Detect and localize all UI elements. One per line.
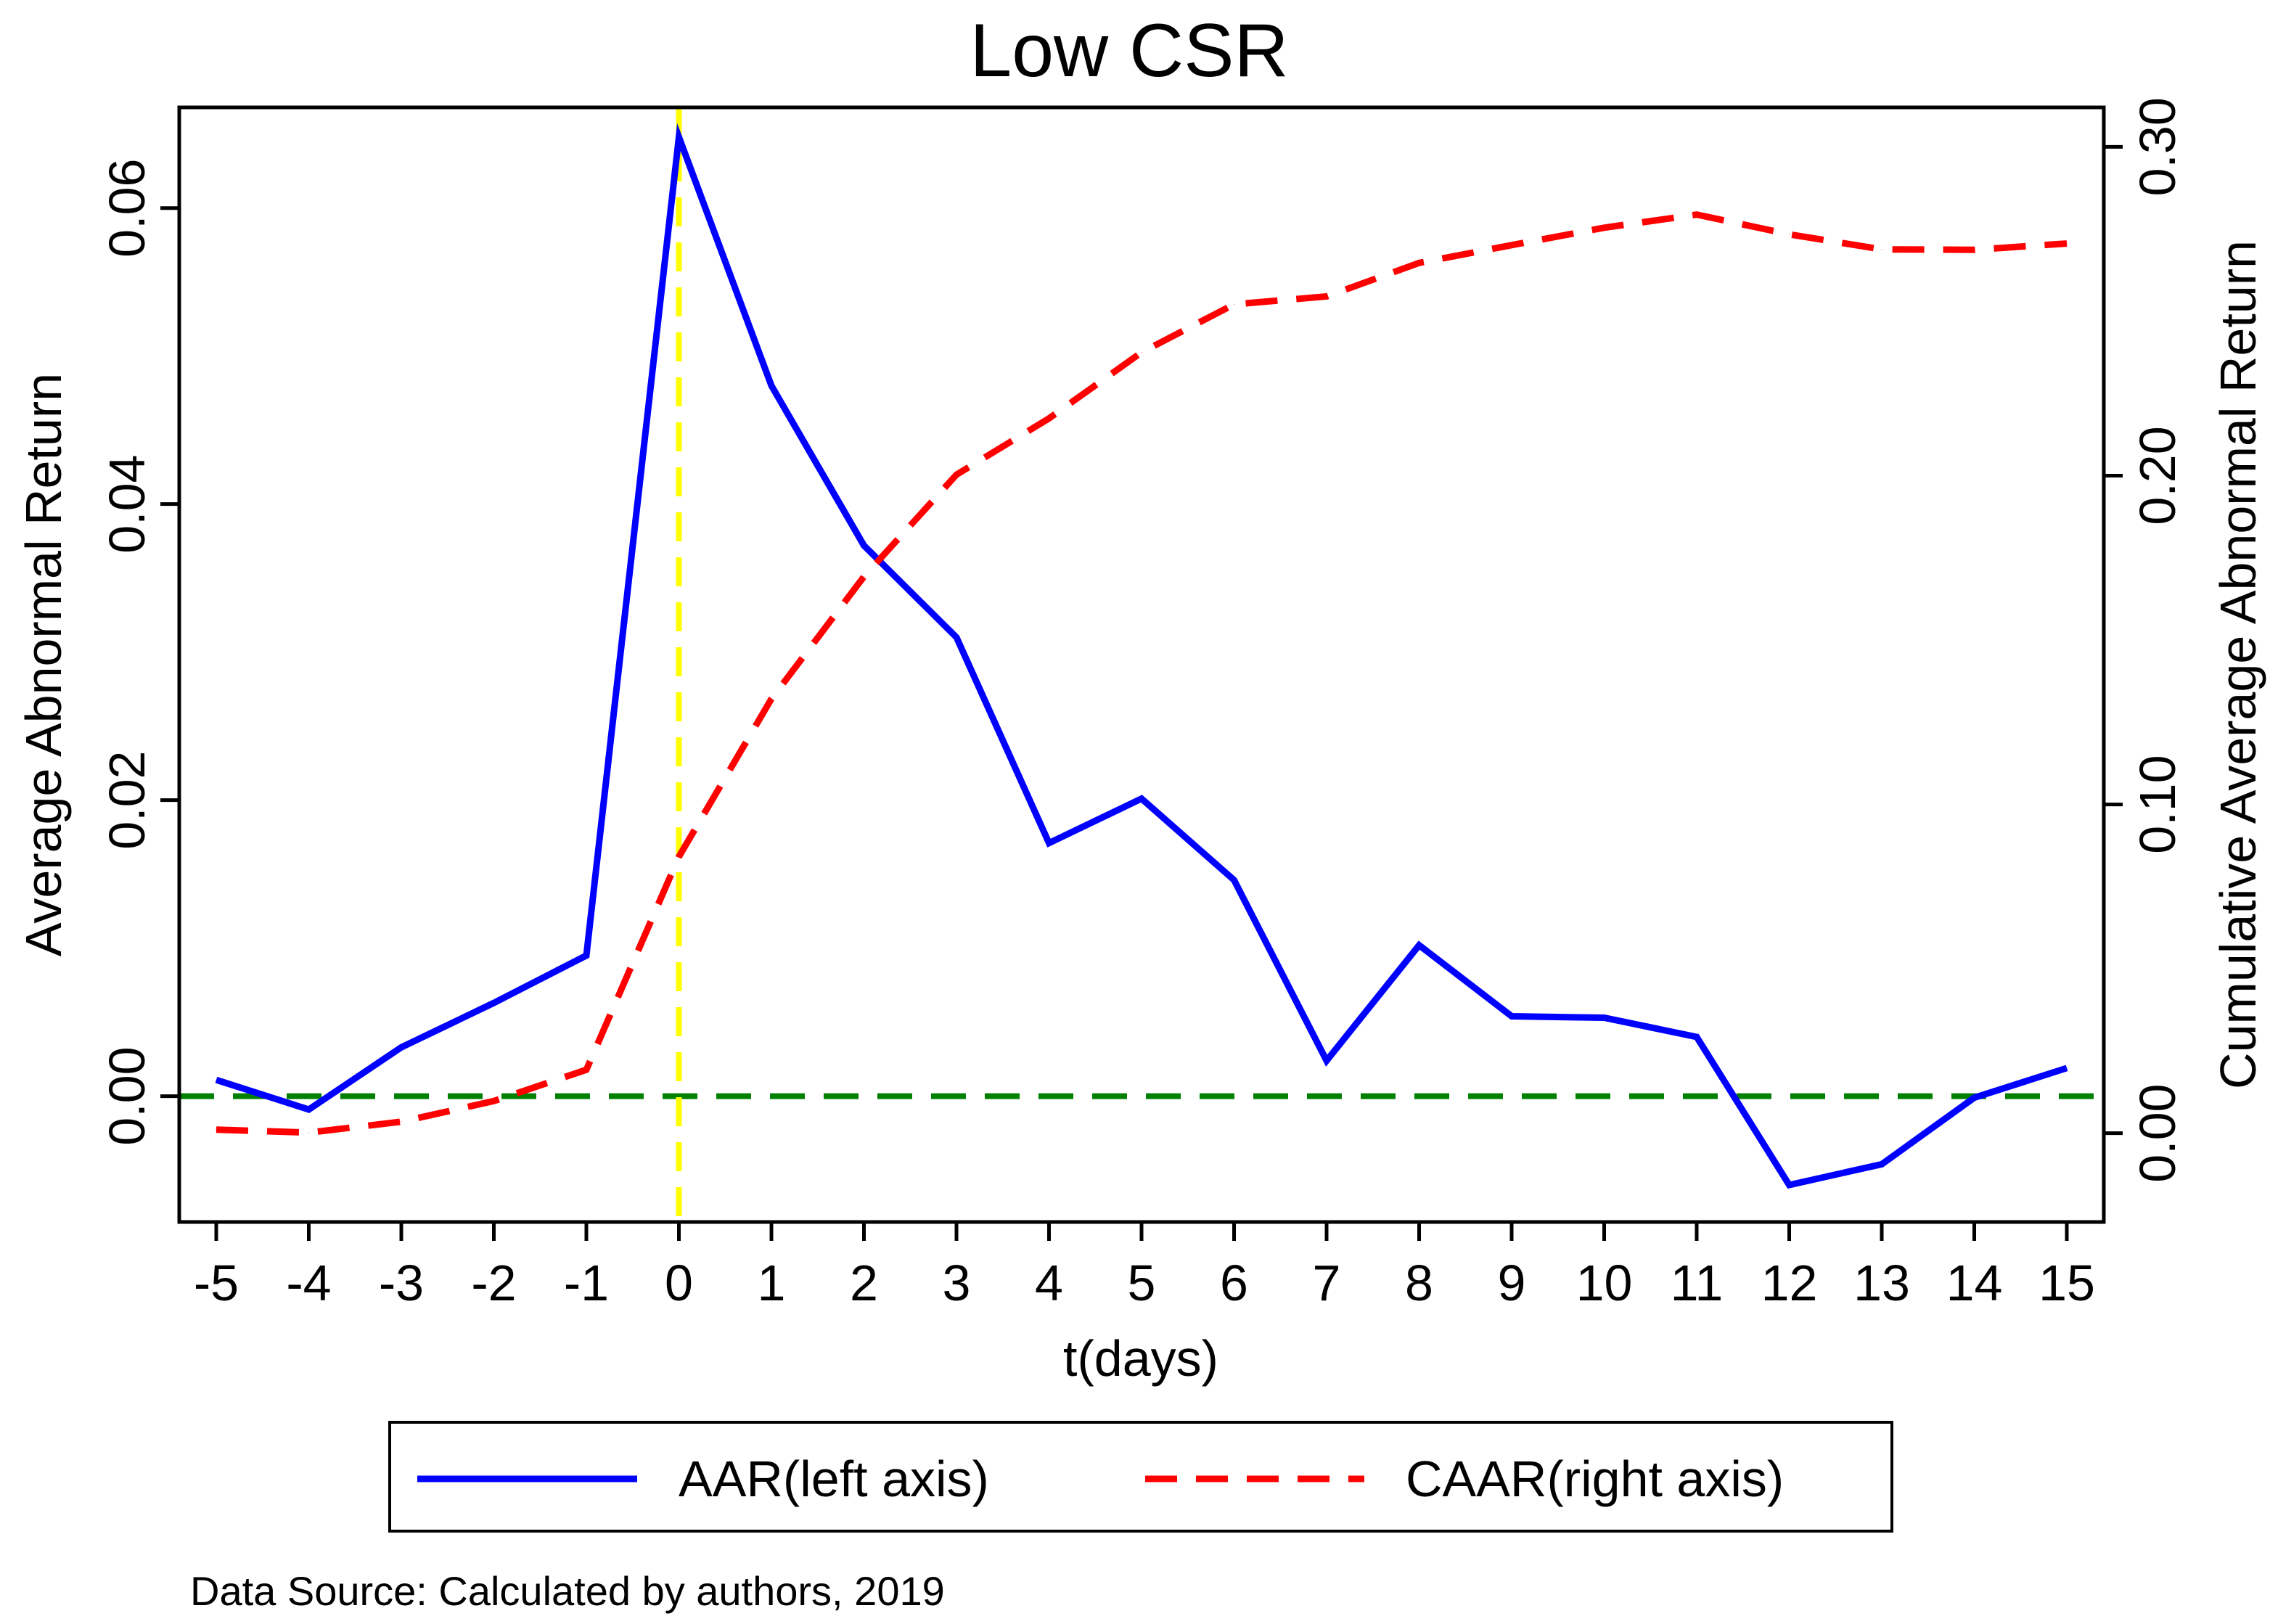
legend-box [388, 1421, 1893, 1533]
aar-point [586, 955, 587, 956]
x-tick-label: 5 [1128, 1255, 1156, 1311]
x-tick-label: 7 [1313, 1255, 1341, 1311]
x-tick-label: 0 [665, 1255, 693, 1311]
legend-label-aar: AAR(left axis) [679, 1451, 989, 1507]
aar-point [2066, 1067, 2068, 1069]
caar-point [216, 1129, 217, 1131]
x-tick-label: 1 [758, 1255, 786, 1311]
caar-point [493, 1100, 494, 1102]
x-tick-label: 14 [1946, 1255, 2003, 1311]
caar-point [308, 1132, 309, 1133]
x-axis: -5 -4 -3 -2 -1 0 1 2 3 4 5 6 7 8 9 10 11 12 13 14 15 [194, 1222, 2095, 1311]
x-tick-label: 11 [1671, 1255, 1724, 1311]
y-axis-label-right: Cumulative Average Abnormal Return [2210, 240, 2266, 1089]
caar-point [2066, 243, 2068, 245]
x-tick-label: -5 [194, 1255, 239, 1311]
aar-point [401, 1046, 402, 1048]
y-axis-left: 0.00 0.02 0.04 0.06 [99, 159, 179, 1146]
x-tick-label: 15 [2039, 1255, 2095, 1311]
aar-point [1604, 1017, 1605, 1019]
chart-title: Low CSR [970, 9, 1288, 93]
x-axis-label: t(days) [1063, 1330, 1218, 1387]
y-right-tick-label: 0.20 [2129, 426, 2186, 525]
caar-point [401, 1121, 402, 1123]
x-tick-label: 12 [1761, 1255, 1818, 1311]
caar-series-line [216, 211, 2068, 1136]
x-tick-label: 8 [1405, 1255, 1433, 1311]
y-right-tick-label: 0.00 [2129, 1084, 2186, 1183]
y-left-tick-label: 0.02 [99, 751, 155, 850]
x-tick-label: 3 [943, 1255, 971, 1311]
x-tick-label: -1 [564, 1255, 609, 1311]
caar-point [771, 698, 772, 700]
x-tick-label: -2 [471, 1255, 516, 1311]
x-tick-label: 13 [1853, 1255, 1910, 1311]
aar-point [308, 1109, 309, 1110]
x-tick-label: -4 [286, 1255, 331, 1311]
x-tick-label: -3 [379, 1255, 424, 1311]
aar-point [1974, 1097, 1975, 1099]
x-tick-label: 2 [850, 1255, 878, 1311]
y-right-tick-label: 0.30 [2129, 97, 2186, 196]
aar-point [956, 636, 957, 638]
reference-lines [179, 107, 2104, 1222]
aar-point [771, 385, 772, 386]
aar-point [1789, 1184, 1790, 1186]
y-axis-right: 0.00 0.10 0.20 0.30 [2104, 97, 2186, 1183]
y-left-tick-label: 0.06 [99, 159, 155, 258]
legend: AAR(left axis) CAAR(right axis) [388, 1421, 1893, 1533]
x-tick-label: 9 [1498, 1255, 1526, 1311]
x-tick-label: 6 [1220, 1255, 1248, 1311]
source-note: Data Source: Calculated by authors, 2019 [190, 1568, 945, 1614]
aar-point [493, 1002, 494, 1004]
x-tick-label: 10 [1576, 1255, 1633, 1311]
x-tick-label: 4 [1035, 1255, 1063, 1311]
caar-point [1604, 227, 1605, 229]
y-left-tick-label: 0.00 [99, 1046, 155, 1145]
y-axis-label-left: Average Abnormal Return [15, 373, 72, 956]
y-left-tick-label: 0.04 [99, 455, 155, 554]
series-layer [215, 123, 2068, 1189]
y-right-tick-label: 0.10 [2129, 755, 2186, 853]
legend-label-caar: CAAR(right axis) [1406, 1451, 1784, 1507]
